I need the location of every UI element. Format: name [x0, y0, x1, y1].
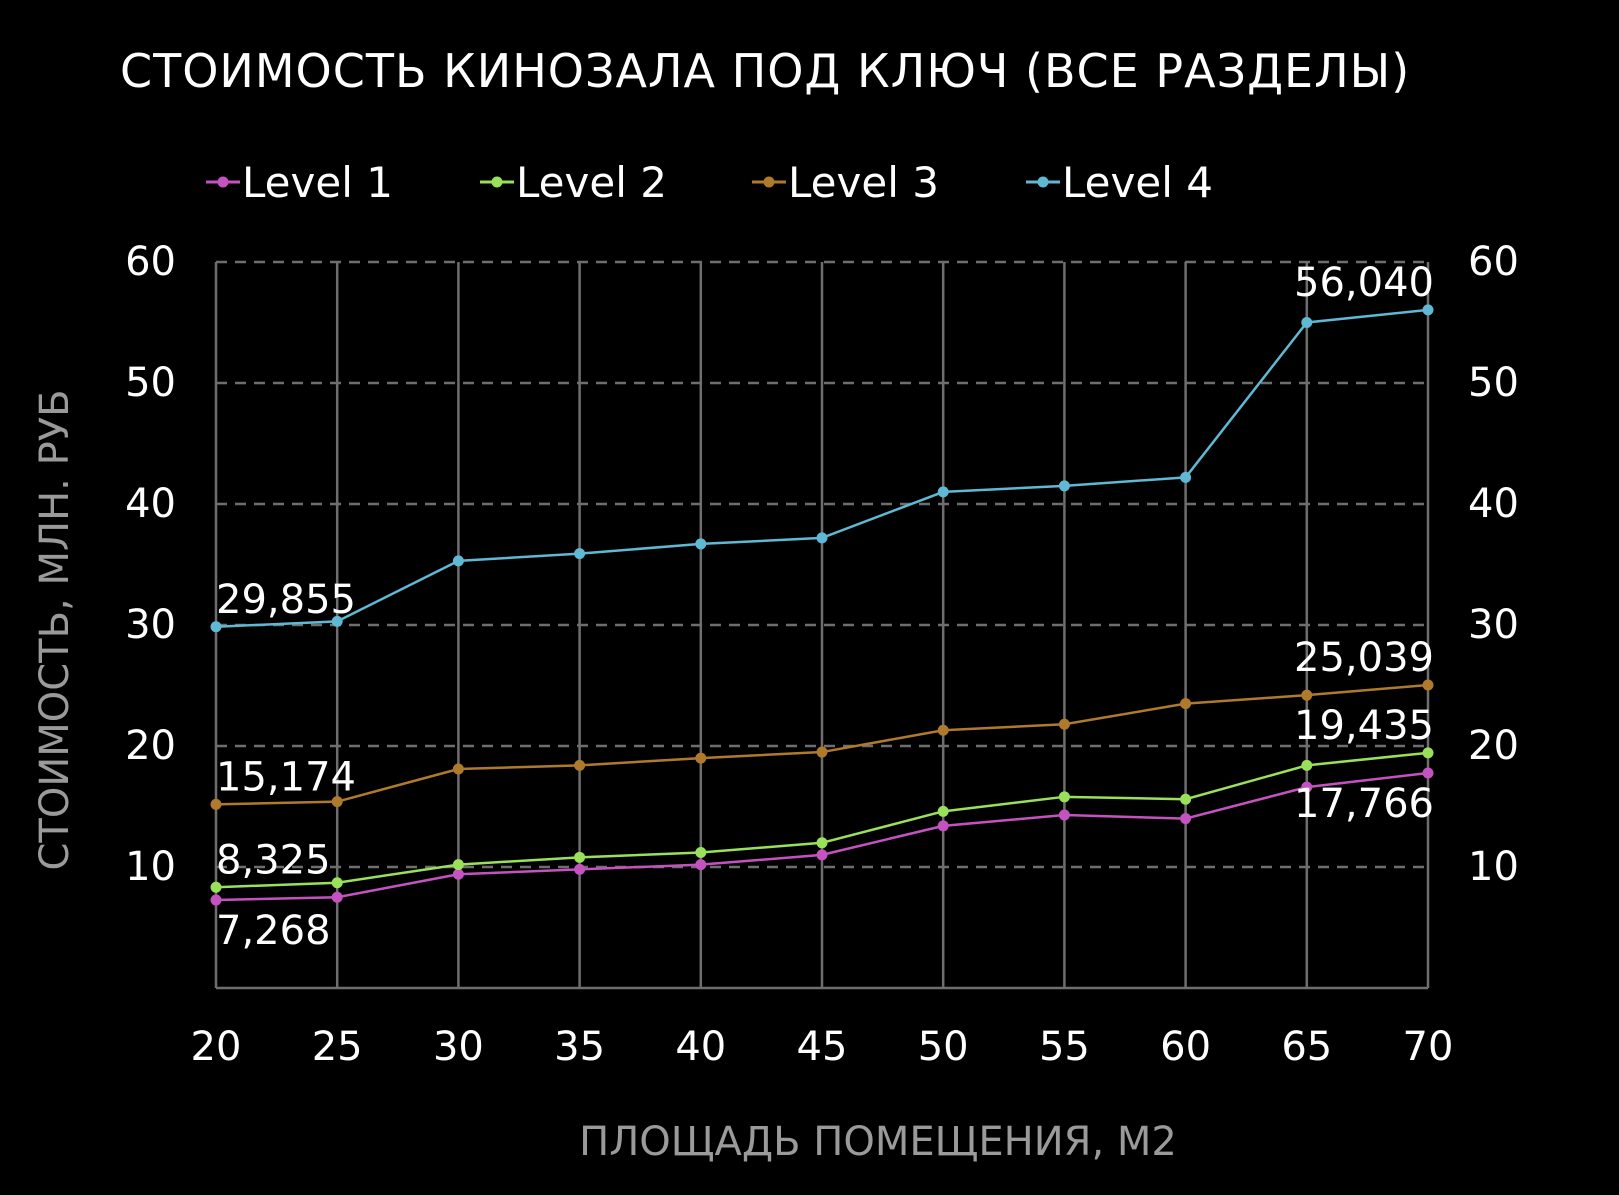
data-point [937, 805, 949, 817]
x-tick-label: 35 [554, 1024, 605, 1070]
data-point [1422, 747, 1434, 759]
legend-label: Level 4 [1062, 158, 1213, 207]
data-point [210, 881, 222, 893]
data-point [574, 863, 586, 875]
data-point [816, 746, 828, 758]
data-label: 25,039 [1294, 635, 1434, 681]
y-tick-label-right: 30 [1468, 602, 1519, 648]
x-axis-title: ПЛОЩАДЬ ПОМЕЩЕНИЯ, М2 [579, 1119, 1177, 1165]
x-tick-label: 30 [433, 1024, 484, 1070]
data-point [210, 798, 222, 810]
data-point [1180, 471, 1192, 483]
y-tick-label-right: 50 [1468, 360, 1519, 406]
x-tick-label: 55 [1039, 1024, 1090, 1070]
data-point [695, 859, 707, 871]
y-tick-label-right: 10 [1468, 844, 1519, 890]
legend-label: Level 2 [516, 158, 667, 207]
data-point [937, 820, 949, 832]
x-tick-label: 60 [1160, 1024, 1211, 1070]
y-tick-label-left: 40 [125, 481, 176, 527]
data-point [1058, 718, 1070, 730]
data-point [1180, 698, 1192, 710]
data-point [574, 759, 586, 771]
data-point [1422, 767, 1434, 779]
data-point [210, 621, 222, 633]
data-point [695, 538, 707, 550]
data-point [816, 837, 828, 849]
legend-marker [1037, 176, 1049, 188]
data-point [1301, 759, 1313, 771]
data-point [452, 868, 464, 880]
legend-marker [217, 176, 229, 188]
data-point [452, 763, 464, 775]
y-tick-label-left: 30 [125, 602, 176, 648]
x-tick-label: 65 [1281, 1024, 1332, 1070]
y-tick-label-left: 20 [125, 723, 176, 769]
y-tick-label-left: 50 [125, 360, 176, 406]
y-tick-label-left: 10 [125, 844, 176, 890]
data-point [1422, 304, 1434, 316]
data-point [210, 894, 222, 906]
data-point [1058, 791, 1070, 803]
data-point [331, 891, 343, 903]
data-point [452, 859, 464, 871]
data-label: 8,325 [216, 837, 331, 883]
data-point [1180, 793, 1192, 805]
data-point [331, 796, 343, 808]
y-tick-label-right: 20 [1468, 723, 1519, 769]
data-label: 29,855 [216, 577, 356, 623]
y-tick-label-left: 60 [125, 239, 176, 285]
data-point [1301, 317, 1313, 328]
data-point [695, 752, 707, 764]
data-point [1058, 809, 1070, 821]
x-tick-label: 45 [797, 1024, 848, 1070]
x-tick-label: 40 [675, 1024, 726, 1070]
legend-marker [763, 176, 775, 188]
data-point [1301, 781, 1313, 793]
legend-marker [491, 176, 503, 188]
data-label: 56,040 [1294, 260, 1434, 306]
data-point [937, 486, 949, 498]
data-point [1058, 480, 1070, 492]
data-point [574, 548, 586, 560]
data-point [331, 877, 343, 889]
data-point [1422, 679, 1434, 691]
y-axis-title: СТОИМОСТЬ, МЛН. РУБ [32, 389, 78, 870]
x-tick-label: 25 [312, 1024, 363, 1070]
chart-title: СТОИМОСТЬ КИНОЗАЛА ПОД КЛЮЧ (ВСЕ РАЗДЕЛЫ… [120, 44, 1411, 98]
data-point [331, 615, 343, 627]
data-point [452, 555, 464, 567]
data-label: 17,766 [1294, 781, 1434, 827]
data-label: 19,435 [1294, 703, 1434, 749]
data-point [816, 532, 828, 544]
legend-label: Level 3 [788, 158, 939, 207]
data-point [574, 851, 586, 863]
data-point [937, 724, 949, 736]
data-point [1180, 813, 1192, 825]
x-tick-label: 20 [191, 1024, 242, 1070]
data-point [695, 846, 707, 858]
data-point [1301, 689, 1313, 701]
data-point [816, 849, 828, 861]
legend-label: Level 1 [242, 158, 393, 207]
x-tick-label: 70 [1403, 1024, 1454, 1070]
data-label: 7,268 [216, 908, 331, 954]
data-label: 15,174 [216, 754, 356, 800]
y-tick-label-right: 60 [1468, 239, 1519, 285]
x-tick-label: 50 [918, 1024, 969, 1070]
y-tick-label-right: 40 [1468, 481, 1519, 527]
